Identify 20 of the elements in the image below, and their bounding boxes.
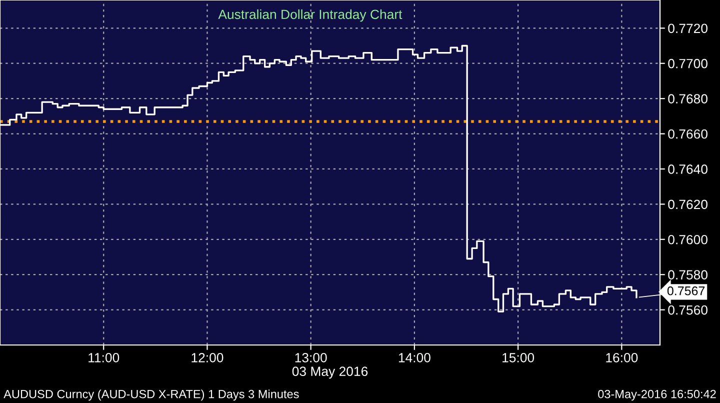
y-tick-label: 0.7620	[668, 200, 708, 210]
y-tick-label: 0.7660	[668, 129, 708, 139]
x-tick-label: 11:00	[88, 352, 120, 362]
x-tick-label: 15:00	[502, 352, 534, 362]
y-tick-label: 0.7680	[668, 94, 708, 104]
y-tick-label: 0.7600	[668, 234, 708, 244]
y-tick-label: 0.7640	[668, 164, 708, 174]
y-tick-label: 0.7580	[668, 270, 708, 280]
y-tick-label: 0.7720	[668, 24, 708, 34]
x-tick-label: 14:00	[398, 352, 430, 362]
text: 03-May-2016 16:50:42	[598, 390, 716, 401]
x-tick-label: 13:00	[295, 352, 327, 362]
text: AUDUSD Curncy (AUD-USD X-RATE) 1 Days 3 Minutes	[4, 390, 299, 401]
y-tick-label: 0.7560	[668, 305, 708, 315]
x-tick-label: 12:00	[192, 352, 224, 362]
text: Australian Dollar Intraday Chart	[218, 9, 402, 22]
x-axis-title: 03 May 2016	[292, 366, 368, 379]
annotation: 0.7567	[667, 286, 705, 296]
x-tick-label: 16:00	[606, 352, 638, 362]
y-tick-label: 0.7700	[668, 58, 708, 68]
